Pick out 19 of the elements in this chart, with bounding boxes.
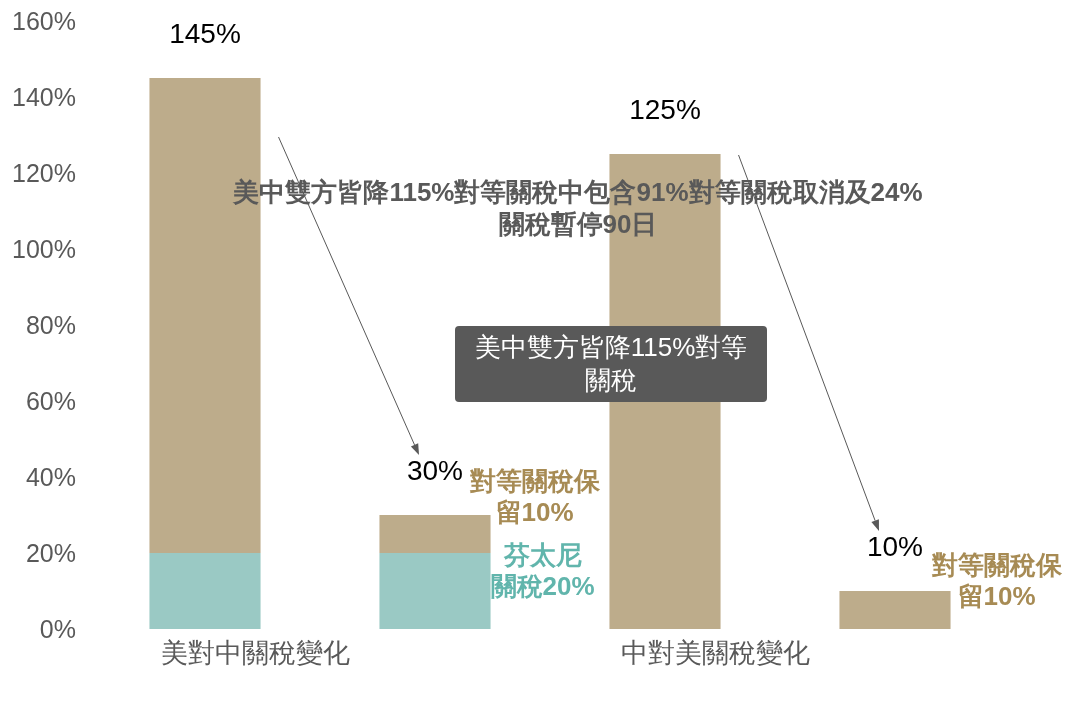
data-label: 30%: [407, 454, 463, 486]
y-tick-label: 80%: [25, 311, 76, 339]
y-tick-label: 120%: [12, 159, 76, 187]
x-tick-label: 中對美關稅變化: [621, 638, 811, 668]
y-tick-label: 20%: [25, 539, 76, 567]
data-label: 10%: [867, 530, 923, 562]
annotation: 對等關稅保留10%: [931, 549, 1062, 611]
y-tick-label: 140%: [12, 83, 76, 111]
y-tick-label: 100%: [12, 235, 76, 263]
x-tick-label: 美對中關稅變化: [161, 638, 351, 668]
y-tick-label: 40%: [25, 463, 76, 491]
data-label: 125%: [629, 93, 701, 125]
annotation: 芬太尼關稅20%: [490, 539, 595, 601]
y-tick-label: 160%: [12, 7, 76, 35]
y-tick-label: 60%: [25, 387, 76, 415]
annotation: 美中雙方皆降115%對等關稅: [455, 326, 767, 402]
y-tick-label: 0%: [39, 615, 76, 643]
data-label: 145%: [169, 17, 241, 49]
annotation: 對等關稅保留10%: [469, 465, 600, 527]
